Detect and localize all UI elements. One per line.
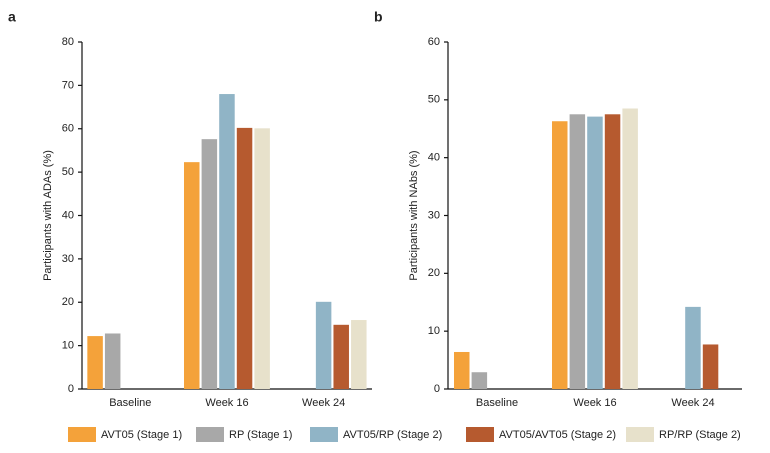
legend-swatch	[310, 427, 338, 442]
legend-label: RP/RP (Stage 2)	[659, 429, 741, 441]
bar	[587, 116, 603, 389]
bar	[685, 306, 701, 389]
x-tick-label: Baseline	[476, 397, 518, 409]
x-tick-label: Week 16	[573, 397, 616, 409]
bar	[622, 108, 638, 389]
y-tick-label: 10	[428, 325, 440, 337]
y-tick-label: 50	[428, 94, 440, 106]
panel-label: b	[374, 9, 383, 25]
y-tick-label: 10	[62, 340, 74, 352]
legend-label: RP (Stage 1)	[229, 429, 292, 441]
bar	[569, 114, 586, 390]
bar	[604, 114, 621, 390]
legend-swatch	[626, 427, 654, 442]
legend-label: AVT05/RP (Stage 2)	[343, 429, 442, 441]
panel-label: a	[8, 9, 16, 25]
bar	[471, 372, 488, 389]
y-axis-title: Participants with NAbs (%)	[408, 150, 420, 280]
y-tick-label: 50	[62, 166, 74, 178]
y-tick-label: 40	[428, 152, 440, 164]
bar	[552, 121, 568, 390]
bar	[236, 127, 253, 389]
x-tick-label: Baseline	[109, 397, 151, 409]
y-tick-label: 0	[68, 383, 74, 395]
y-tick-label: 80	[62, 36, 74, 48]
y-tick-label: 70	[62, 79, 74, 91]
bar	[184, 162, 200, 389]
y-tick-label: 0	[434, 383, 440, 395]
bar	[87, 336, 103, 389]
bar	[351, 320, 367, 389]
legend-swatch	[196, 427, 224, 442]
y-tick-label: 20	[62, 296, 74, 308]
x-tick-label: Week 16	[205, 397, 248, 409]
y-tick-label: 40	[62, 209, 74, 221]
bar	[315, 301, 332, 389]
bar	[254, 128, 270, 389]
bar	[702, 344, 719, 389]
bar	[454, 351, 470, 389]
y-tick-label: 60	[428, 36, 440, 48]
y-tick-label: 30	[428, 209, 440, 221]
legend-label: AVT05 (Stage 1)	[101, 429, 182, 441]
x-tick-label: Week 24	[671, 397, 714, 409]
legend-label: AVT05/AVT05 (Stage 2)	[499, 429, 616, 441]
y-tick-label: 30	[62, 253, 74, 265]
bar	[219, 94, 235, 390]
y-axis-title: Participants with ADAs (%)	[42, 150, 54, 281]
x-tick-label: Week 24	[302, 397, 345, 409]
legend-swatch	[466, 427, 494, 442]
y-tick-label: 60	[62, 123, 74, 135]
legend-swatch	[68, 427, 96, 442]
bar	[201, 139, 218, 389]
y-tick-label: 20	[428, 267, 440, 279]
bar	[333, 324, 349, 389]
bar	[104, 333, 121, 389]
